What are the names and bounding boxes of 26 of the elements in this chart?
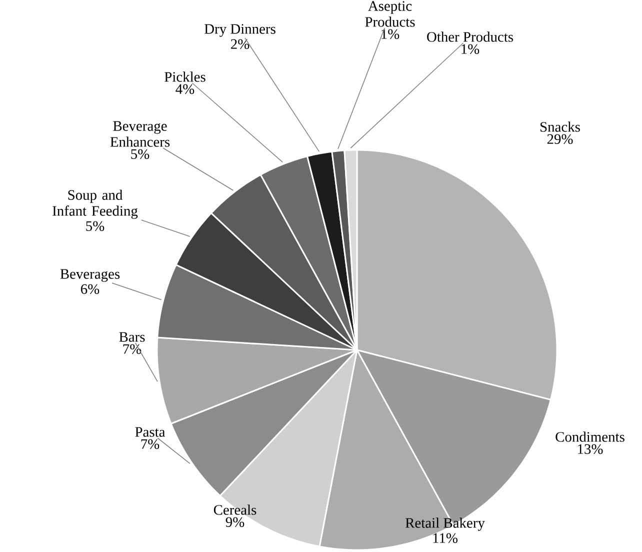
data-label: 13% (578, 444, 603, 454)
data-label: 9% (226, 517, 244, 527)
slice-label: Pasta (135, 427, 166, 437)
slice-label: Other Products (427, 32, 514, 42)
slice-label: Aseptic Products (365, 1, 415, 27)
slice-label: Condiments (556, 432, 624, 442)
data-label: 1% (382, 29, 400, 39)
slice-label: Bars (119, 332, 145, 342)
slice-label: Beverage Enhancers (110, 121, 170, 147)
slice-label: Beverages (60, 269, 120, 282)
data-label: 7% (123, 344, 142, 354)
slice-label: Pickles (164, 72, 206, 82)
data-label: 11% (433, 533, 458, 543)
slice-label: Retail Bakery (406, 518, 485, 531)
slice-label: Cereals (214, 504, 256, 515)
slice-label: Snacks (540, 122, 580, 132)
data-label: 29% (547, 134, 573, 144)
data-label: 5% (131, 149, 150, 159)
data-label: 4% (176, 84, 194, 94)
slice-label: Soup and Infant Feeding (52, 190, 138, 219)
data-label: 6% (80, 284, 100, 294)
data-label: 1% (462, 44, 480, 54)
slice-label: Dry Dinners (204, 24, 276, 37)
data-label: 7% (141, 439, 160, 449)
data-label: 2% (231, 39, 250, 49)
data-label: 5% (86, 221, 104, 231)
